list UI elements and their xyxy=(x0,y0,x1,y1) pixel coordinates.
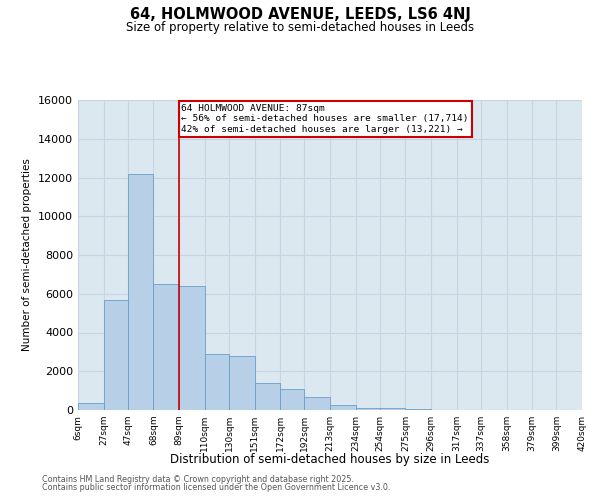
Bar xyxy=(128,174,154,410)
Bar xyxy=(229,356,254,410)
Y-axis label: Number of semi-detached properties: Number of semi-detached properties xyxy=(22,158,32,352)
Text: 64, HOLMWOOD AVENUE, LEEDS, LS6 4NJ: 64, HOLMWOOD AVENUE, LEEDS, LS6 4NJ xyxy=(130,8,470,22)
Bar xyxy=(406,409,431,410)
Bar xyxy=(304,398,330,410)
Text: Distribution of semi-detached houses by size in Leeds: Distribution of semi-detached houses by … xyxy=(170,452,490,466)
Text: Size of property relative to semi-detached houses in Leeds: Size of property relative to semi-detach… xyxy=(126,21,474,34)
Bar xyxy=(104,300,128,410)
Bar xyxy=(380,408,406,410)
Bar xyxy=(154,284,179,410)
Text: Contains HM Land Registry data © Crown copyright and database right 2025.: Contains HM Land Registry data © Crown c… xyxy=(42,475,354,484)
Bar xyxy=(254,383,280,410)
Bar xyxy=(179,286,205,410)
Bar xyxy=(356,408,380,410)
Text: Contains public sector information licensed under the Open Government Licence v3: Contains public sector information licen… xyxy=(42,484,391,492)
Bar xyxy=(78,403,104,410)
Bar xyxy=(205,354,229,410)
Bar xyxy=(280,388,304,410)
Bar xyxy=(330,404,356,410)
Text: 64 HOLMWOOD AVENUE: 87sqm
← 56% of semi-detached houses are smaller (17,714)
42%: 64 HOLMWOOD AVENUE: 87sqm ← 56% of semi-… xyxy=(181,104,469,134)
